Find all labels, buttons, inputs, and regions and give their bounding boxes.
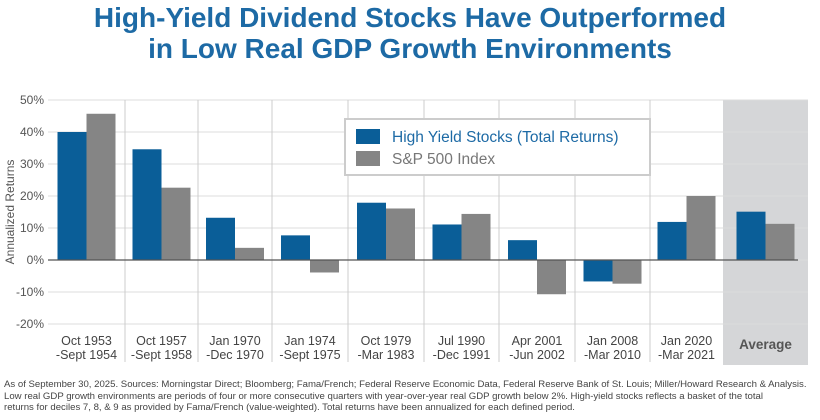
x-tick-label: -Jun 2002 [509,348,565,362]
bar-high-yield [432,224,462,260]
legend-box [344,118,651,176]
y-tick-label: 40% [20,125,44,139]
x-tick-label: Average [739,337,792,352]
legend-swatch [356,151,380,166]
bar-sp500 [235,247,264,260]
bar-high-yield [357,202,386,260]
bar-sp500 [161,187,191,260]
x-tick-label: -Dec 1970 [206,348,264,362]
x-tick-label: -Mar 2021 [658,348,715,362]
bar-sp500 [537,260,566,295]
bar-sp500 [461,213,491,260]
bar-high-yield [657,221,687,260]
footnote: As of September 30, 2025. Sources: Morni… [4,379,819,414]
x-tick-label: Apr 2001 [512,334,563,348]
x-tick-label: -Mar 2010 [584,348,641,362]
y-tick-label: 20% [20,189,44,203]
bar-high-yield [132,149,162,260]
x-tick-label: -Sept 1958 [131,348,192,362]
chart-title: High-Yield Dividend Stocks Have Outperfo… [0,2,820,64]
y-tick-label: -20% [16,317,44,331]
bar-high-yield [508,240,537,260]
bar-high-yield [583,260,613,282]
legend-label: S&P 500 Index [392,151,495,168]
bar-high-yield [281,235,310,260]
x-tick-label: -Sept 1975 [279,348,340,362]
legend-label: High Yield Stocks (Total Returns) [392,129,619,146]
bar-high-yield [57,132,87,260]
x-tick-label: Jul 1990 [438,334,485,348]
bar-high-yield [206,217,235,260]
legend-swatch [356,129,380,144]
x-tick-label: -Dec 1991 [433,348,491,362]
bar-sp500 [310,260,339,273]
bar-sp500 [86,113,116,260]
x-tick-label: Jan 1970 [209,334,260,348]
x-tick-label: Jan 2020 [661,334,712,348]
y-tick-label: 30% [20,157,44,171]
footnote-line-3: returns for deciles 7, 8, & 9 as provide… [4,402,575,413]
title-line-2: in Low Real GDP Growth Environments [148,33,672,64]
y-tick-label: -10% [16,285,44,299]
footnote-line-1: As of September 30, 2025. Sources: Morni… [4,379,807,390]
y-tick-label: 0% [27,253,45,267]
bar-chart: 50% 40% 30% 20% 10% 0% -10% -20% Annualized Retu… [3,93,808,365]
y-tick-label: 50% [20,93,44,107]
bar-sp500 [686,196,716,260]
x-tick-label: -Mar 1983 [358,348,415,362]
x-tick-label: Oct 1957 [136,334,187,348]
bar-high-yield [736,211,766,260]
x-tick-label: -Sept 1954 [56,348,117,362]
x-tick-label: Oct 1979 [361,334,412,348]
x-tick-label: Jan 2008 [587,334,638,348]
x-tick-label: Oct 1953 [61,334,112,348]
y-axis-label: Annualized Returns [3,160,17,265]
bar-sp500 [612,260,642,284]
y-tick-label: 10% [20,221,44,235]
bar-sp500 [386,208,415,260]
title-line-1: High-Yield Dividend Stocks Have Outperfo… [93,2,727,33]
x-tick-label: Jan 1974 [284,334,335,348]
footnote-line-2: Low real GDP growth environments are per… [4,390,763,402]
bar-sp500 [765,223,795,260]
